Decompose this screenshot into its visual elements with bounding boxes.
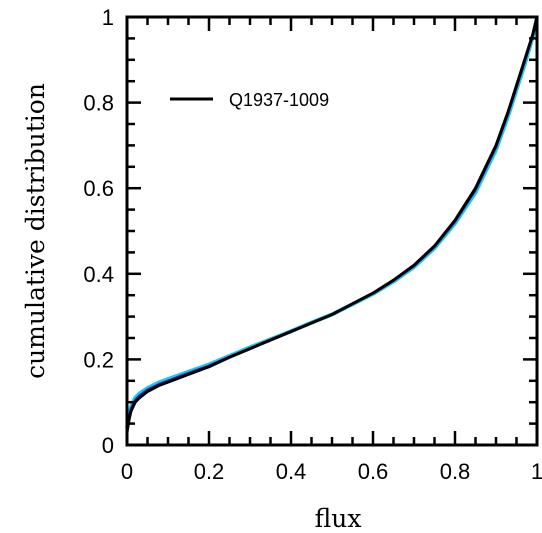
x-tick-label: 0.8 [440, 459, 471, 484]
ticks-layer [125, 15, 539, 447]
y-tick-label: 0.4 [83, 262, 114, 287]
series-line-2 [125, 16, 539, 431]
x-tick-label: 0.4 [276, 459, 307, 484]
legend: Q1937-1009 [170, 90, 329, 110]
tick-labels-layer: 0 0.2 0.4 0.6 0.8 1 0 0.2 0.4 0.6 0.8 1 [83, 5, 542, 484]
y-tick-label: 0.8 [83, 91, 114, 116]
x-tick-label: 0.6 [358, 459, 389, 484]
x-tick-label: 1 [531, 459, 542, 484]
y-axis-title: cumulative distribution [21, 83, 50, 379]
series-line-1 [125, 16, 539, 429]
series-line-0 [125, 16, 539, 433]
y-tick-label: 0.2 [83, 347, 114, 372]
x-axis-title: flux [315, 504, 362, 533]
legend-label: Q1937-1009 [229, 90, 329, 110]
plot-frame [125, 15, 539, 447]
y-tick-label: 1 [102, 5, 114, 30]
series-layer [125, 16, 539, 433]
x-tick-label: 0.2 [194, 459, 225, 484]
x-tick-label: 0 [121, 459, 133, 484]
y-tick-label: 0.6 [83, 176, 114, 201]
y-tick-label: 0 [102, 433, 114, 458]
